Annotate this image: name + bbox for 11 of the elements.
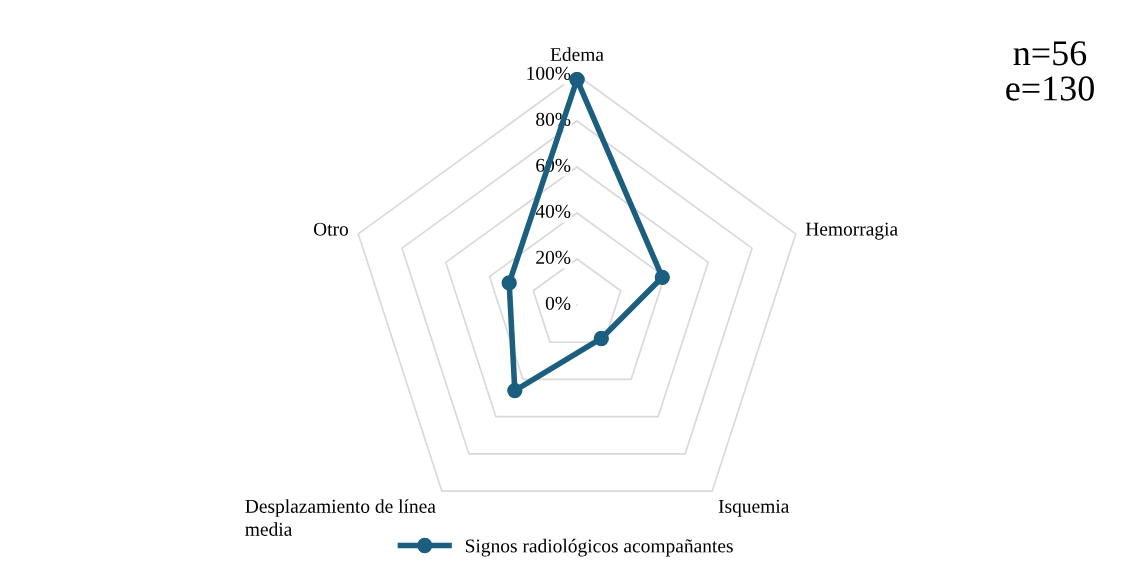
y-tick-label: 40% bbox=[535, 204, 571, 218]
y-tick-label: 100% bbox=[527, 66, 571, 80]
y-tick-label: 20% bbox=[536, 250, 571, 264]
y-tick-label: 0% bbox=[545, 296, 571, 310]
spoke-label: Otro bbox=[313, 222, 349, 236]
spoke-label: Hemorragia bbox=[805, 222, 898, 240]
legend-label: Signos radiológicos acompañantes bbox=[465, 538, 733, 557]
spoke-label: Edema bbox=[550, 47, 604, 62]
spoke-label: Desplazamiento de línea media bbox=[245, 499, 436, 536]
spoke-label: Isquemia bbox=[718, 499, 790, 517]
text: n=56 e=130 bbox=[1006, 41, 1094, 101]
